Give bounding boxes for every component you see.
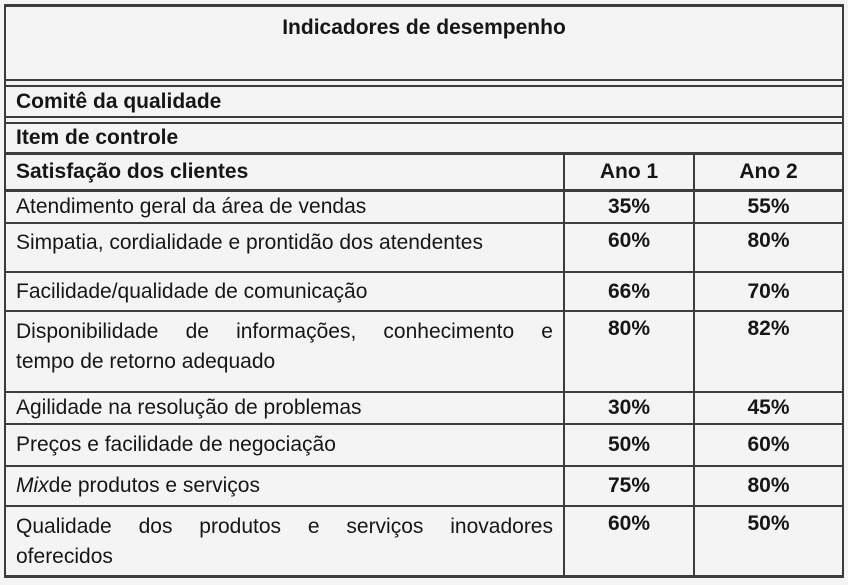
ano2-value: 45% (693, 393, 842, 423)
ano1-value: 50% (563, 425, 693, 465)
ano2-value: 50% (693, 507, 842, 575)
indicator-label-lines: Disponibilidade de informações, conhecim… (16, 312, 553, 377)
indicator-label-line1: Qualidade dos produtos e serviços inovad… (16, 515, 553, 538)
ano1-value: 80% (563, 312, 693, 391)
performance-indicators-table: Indicadores de desempenho Comitê da qual… (4, 4, 844, 578)
indicator-label: Qualidade dos produtos e serviços inovad… (6, 507, 563, 575)
indicator-label: Preços e facilidade de negociação (16, 433, 336, 456)
indicator-label-line2: oferecidos (16, 545, 113, 568)
table-row: Qualidade dos produtos e serviços inovad… (6, 507, 842, 575)
ano1-value: 30% (563, 393, 693, 423)
indicator-label: Mix de produtos e serviços (6, 467, 563, 505)
indicator-label-italic-part: Mix (16, 474, 49, 497)
indicator-label-line2: tempo de retorno adequado (16, 350, 276, 373)
indicator-label-lines: Qualidade dos produtos e serviços inovad… (16, 507, 553, 572)
ano2-value: 60% (693, 425, 842, 465)
indicator-label: Facilidade/qualidade de comunicação (16, 279, 368, 303)
section-label-comite: Comitê da qualidade (16, 89, 222, 113)
indicator-label-rest: de produtos e serviços (48, 474, 260, 497)
section-row-item-de-controle: Item de controle (6, 122, 842, 155)
indicator-label: Simpatia, cordialidade e prontidão dos a… (16, 231, 483, 254)
table-row: Mix de produtos e serviços 75% 80% (6, 467, 842, 507)
table-row: Atendimento geral da área de vendas 35% … (6, 192, 842, 224)
table-row: Facilidade/qualidade de comunicação 66% … (6, 273, 842, 312)
header-ano1: Ano 1 (563, 155, 693, 189)
ano2-value: 70% (693, 273, 842, 310)
table-row: Preços e facilidade de negociação 50% 60… (6, 425, 842, 467)
indicator-label-line1: Disponibilidade de informações, conhecim… (16, 320, 553, 343)
ano2-value: 80% (693, 224, 842, 271)
table-header-row: Satisfação dos clientes Ano 1 Ano 2 (6, 155, 842, 192)
header-ano2: Ano 2 (693, 155, 842, 189)
indicator-label: Atendimento geral da área de vendas (16, 195, 367, 218)
ano2-value: 82% (693, 312, 842, 391)
ano1-value: 35% (563, 192, 693, 222)
table-row: Agilidade na resolução de problemas 30% … (6, 393, 842, 425)
ano1-value: 75% (563, 467, 693, 505)
table-row: Disponibilidade de informações, conhecim… (6, 312, 842, 393)
ano2-value: 80% (693, 467, 842, 505)
ano1-value: 60% (563, 224, 693, 271)
table-title: Indicadores de desempenho (282, 16, 566, 39)
ano1-value: 60% (563, 507, 693, 575)
ano1-value: 66% (563, 273, 693, 310)
section-label-item-de-controle: Item de controle (16, 126, 179, 149)
ano2-value: 55% (693, 192, 842, 222)
indicator-label: Agilidade na resolução de problemas (16, 396, 362, 419)
header-satisfacao: Satisfação dos clientes (16, 160, 249, 183)
table-row: Simpatia, cordialidade e prontidão dos a… (6, 224, 842, 273)
section-row-comite: Comitê da qualidade (6, 85, 842, 118)
table-title-block: Indicadores de desempenho (6, 7, 842, 81)
indicator-label: Disponibilidade de informações, conhecim… (6, 312, 563, 391)
